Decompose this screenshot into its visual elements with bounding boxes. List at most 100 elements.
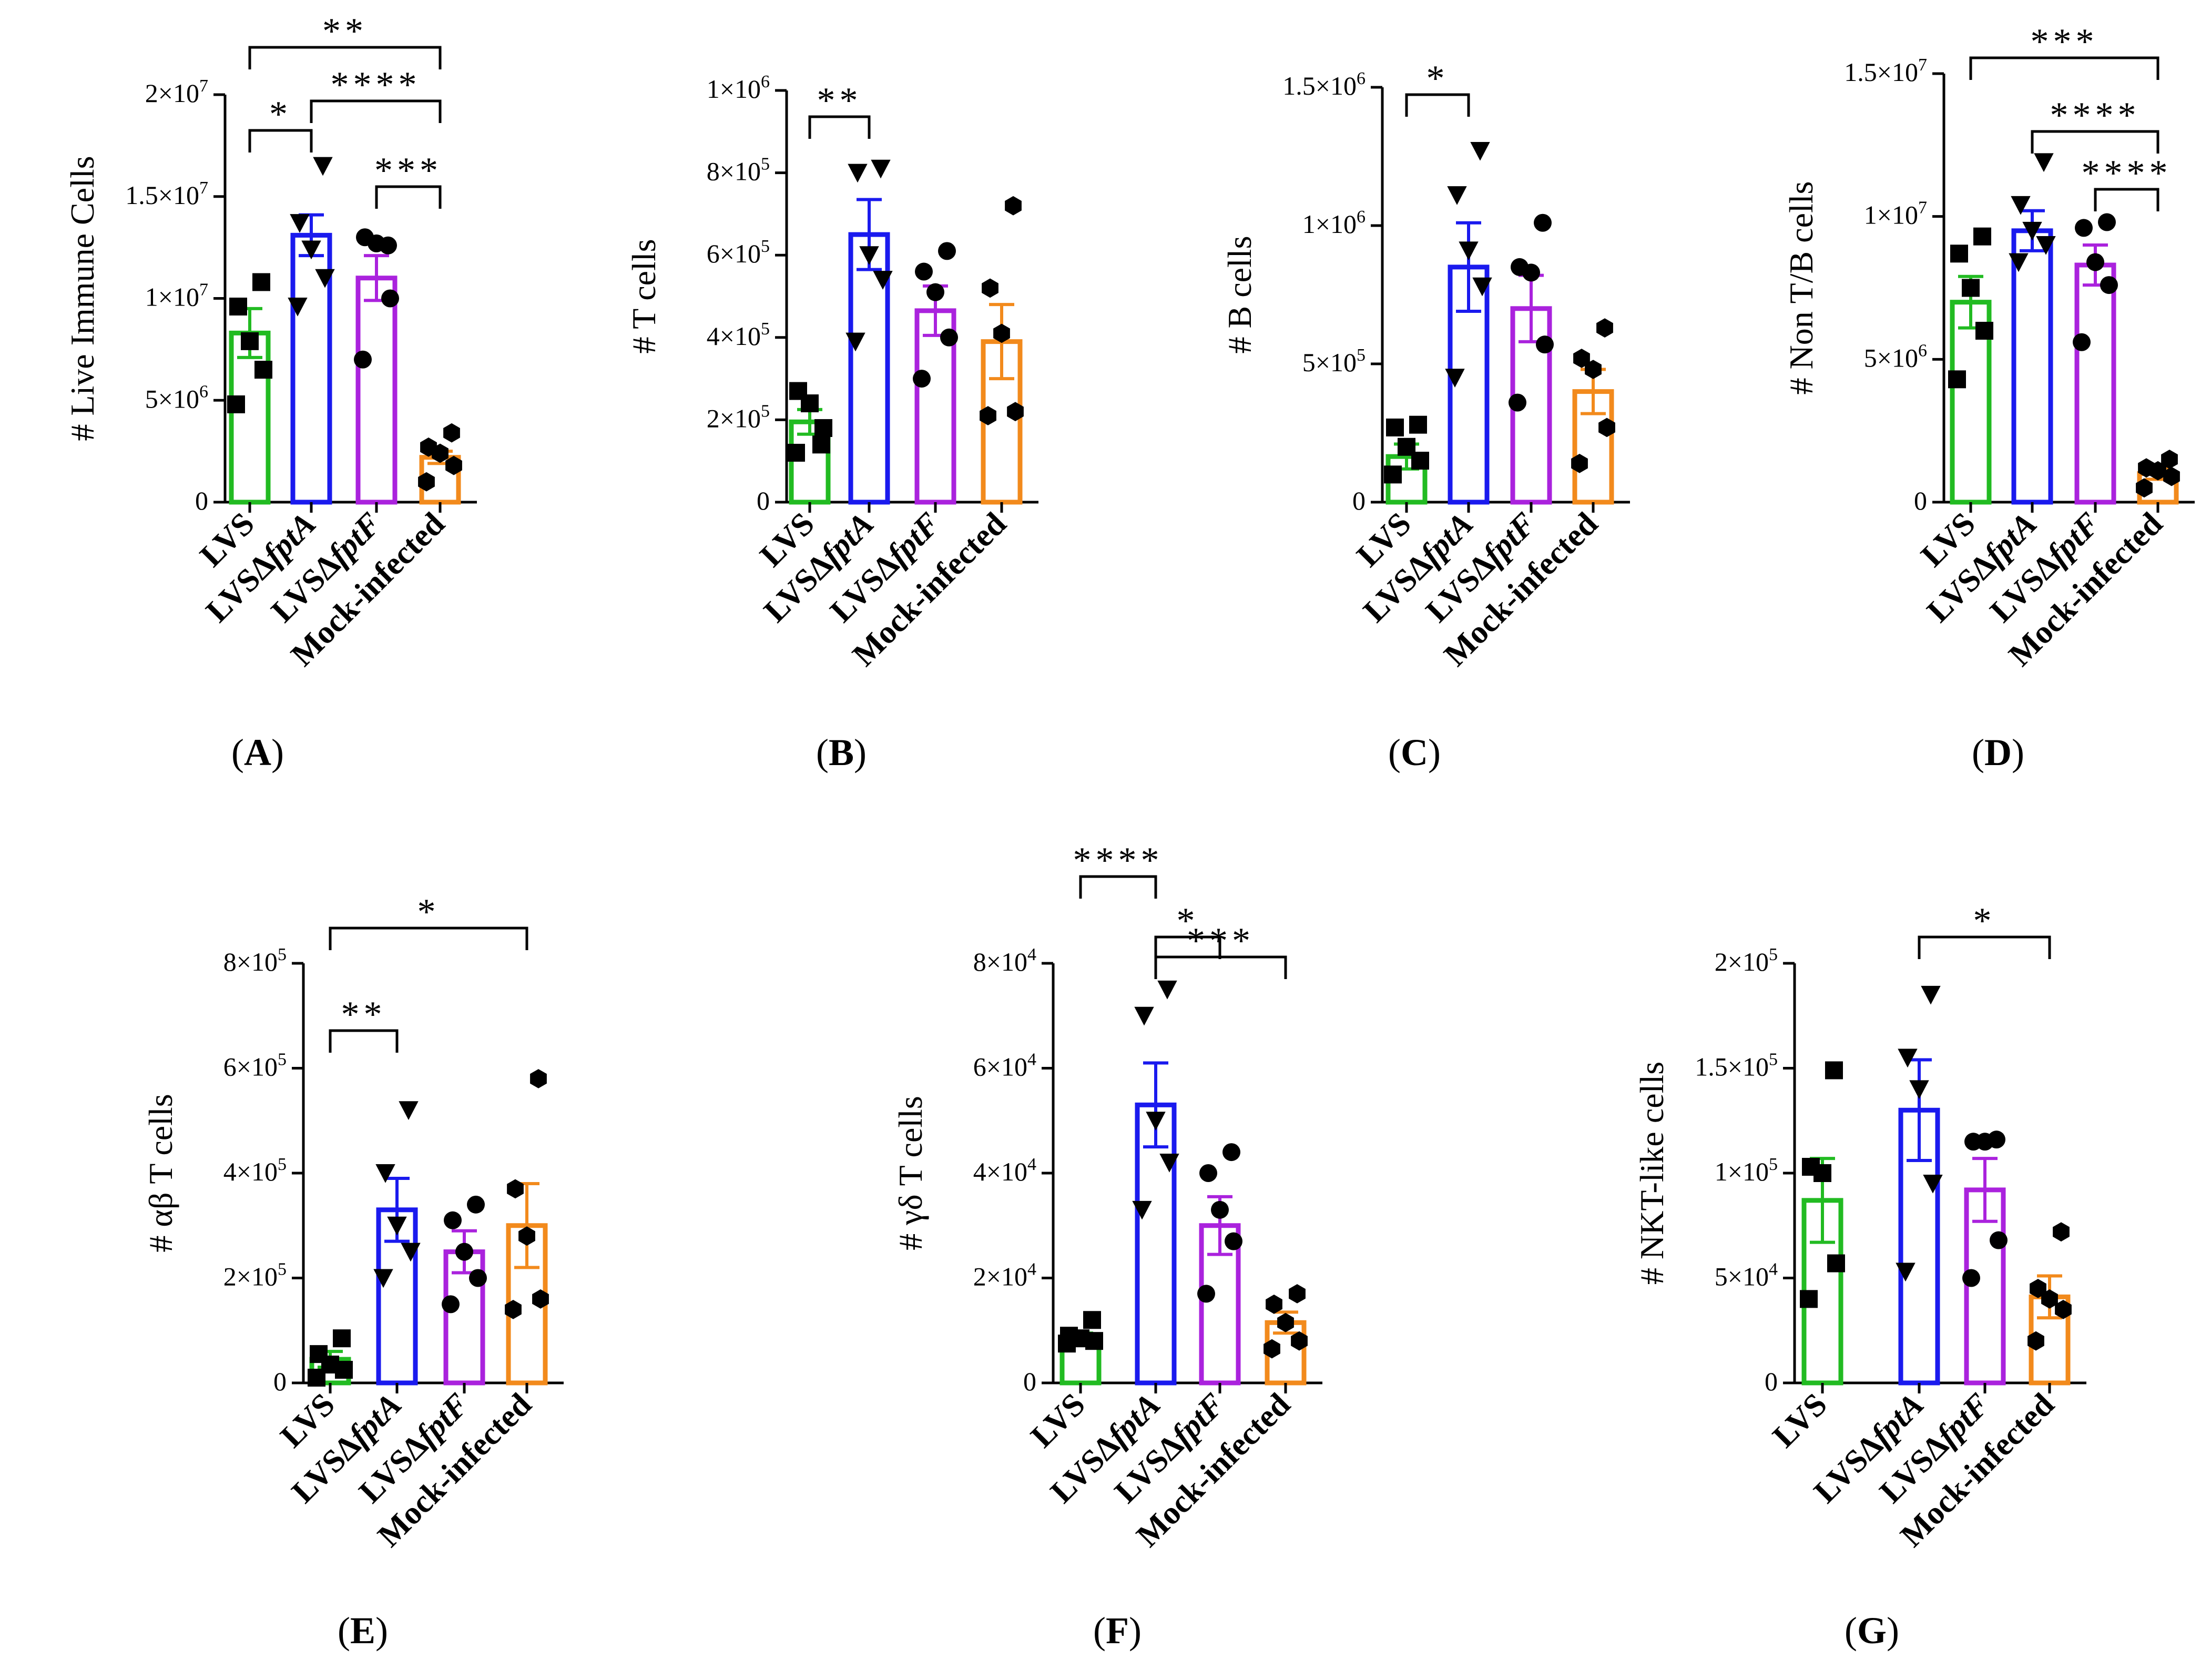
data-point bbox=[1211, 1200, 1229, 1219]
data-point bbox=[313, 157, 333, 176]
data-point bbox=[1007, 402, 1024, 422]
significance-bracket bbox=[329, 926, 528, 950]
panel-a: 0 5×106 1×107 1.5×107 2×107 # Live Immune Cel… bbox=[64, 11, 477, 773]
data-point bbox=[301, 240, 321, 260]
data-point bbox=[356, 228, 374, 247]
data-point bbox=[1384, 465, 1402, 484]
y-tick-label: 0 bbox=[1023, 1367, 1036, 1396]
x-tick-label: LVS bbox=[1766, 1387, 1834, 1454]
data-point bbox=[1827, 1254, 1845, 1272]
data-point bbox=[310, 1345, 328, 1363]
significance-label: **** bbox=[2050, 95, 2141, 136]
data-point bbox=[2098, 213, 2116, 231]
panel-label: (E) bbox=[338, 1610, 388, 1652]
data-point bbox=[1398, 437, 1415, 456]
data-point bbox=[375, 1164, 395, 1183]
significance-bracket bbox=[329, 1029, 399, 1053]
data-point bbox=[1199, 1164, 1217, 1182]
data-point bbox=[1950, 245, 1968, 263]
data-point bbox=[1291, 1331, 1308, 1351]
data-point bbox=[445, 455, 462, 475]
data-point bbox=[420, 437, 437, 457]
data-point bbox=[1470, 141, 1490, 161]
significance-label: * bbox=[1177, 901, 1199, 941]
data-point bbox=[812, 435, 830, 454]
data-point bbox=[789, 382, 807, 400]
data-point bbox=[1596, 318, 1613, 338]
data-point bbox=[1157, 980, 1177, 1000]
data-point bbox=[1222, 1143, 1240, 1162]
y-tick-label: 8×105 bbox=[707, 155, 770, 186]
y-axis-label: # Live Immune Cells bbox=[64, 156, 101, 441]
y-tick-label: 8×104 bbox=[973, 945, 1036, 976]
significance-bracket bbox=[1918, 935, 2051, 959]
data-point bbox=[926, 283, 944, 301]
data-point bbox=[418, 472, 435, 492]
data-point bbox=[1225, 1232, 1242, 1250]
data-point bbox=[1409, 415, 1427, 434]
y-tick-label: 1×106 bbox=[707, 72, 770, 104]
data-point bbox=[1923, 1174, 1943, 1194]
significance-label: *** bbox=[2031, 22, 2098, 62]
data-point bbox=[1800, 1290, 1818, 1308]
data-point bbox=[1472, 277, 1492, 297]
significance-label: **** bbox=[2082, 153, 2172, 194]
data-point bbox=[290, 214, 310, 233]
data-point bbox=[530, 1069, 547, 1088]
y-axis-label: # B cells bbox=[1221, 236, 1258, 354]
data-point bbox=[993, 323, 1010, 343]
significance-label: ** bbox=[322, 11, 368, 52]
y-tick-label: 1.5×107 bbox=[125, 178, 208, 210]
data-point bbox=[859, 246, 879, 265]
data-point bbox=[2041, 1289, 2058, 1309]
y-tick-label: 5×105 bbox=[1302, 345, 1366, 377]
panel-label: (D) bbox=[1972, 731, 2024, 773]
y-tick-label: 0 bbox=[273, 1367, 287, 1396]
significance-label: **** bbox=[331, 65, 421, 105]
data-point bbox=[1825, 1061, 1843, 1080]
data-point bbox=[2163, 466, 2180, 486]
data-point bbox=[2138, 458, 2155, 478]
significance-label: *** bbox=[374, 150, 442, 191]
significance-bracket bbox=[2094, 188, 2159, 211]
data-point bbox=[315, 269, 335, 288]
bar-lvsdfpta bbox=[2011, 228, 2053, 505]
data-point bbox=[1962, 279, 1980, 297]
y-tick-label: 5×104 bbox=[1715, 1260, 1778, 1291]
y-tick-label: 1×105 bbox=[1715, 1155, 1778, 1186]
y-tick-label: 5×106 bbox=[1864, 341, 1927, 372]
data-point bbox=[845, 332, 865, 352]
y-axis-label: # T cells bbox=[625, 239, 663, 353]
data-point bbox=[1459, 241, 1479, 261]
y-tick-label: 0 bbox=[1765, 1367, 1778, 1396]
data-point bbox=[1896, 1262, 1915, 1282]
y-tick-label: 1×106 bbox=[1302, 207, 1366, 239]
data-point bbox=[1132, 1200, 1152, 1220]
data-point bbox=[1159, 1154, 1179, 1173]
y-axis-label: # αβ T cells bbox=[142, 1094, 179, 1252]
panel-label: (B) bbox=[816, 731, 867, 773]
data-point bbox=[2011, 196, 2031, 215]
data-point bbox=[2027, 1331, 2044, 1351]
y-tick-label: 2×105 bbox=[707, 401, 770, 433]
significance-label: * bbox=[1973, 901, 1996, 941]
data-point bbox=[915, 262, 933, 281]
y-axis-label: # Non T/B cells bbox=[1782, 181, 1820, 395]
significance-bracket bbox=[1969, 56, 2159, 80]
data-point bbox=[507, 1179, 524, 1199]
data-point bbox=[1447, 186, 1467, 205]
y-tick-label: 0 bbox=[757, 486, 770, 515]
data-point bbox=[387, 1216, 407, 1236]
x-tick-label: LVS bbox=[1024, 1387, 1092, 1454]
data-point bbox=[1197, 1285, 1215, 1303]
data-point bbox=[940, 328, 958, 347]
significance-bracket bbox=[375, 185, 442, 209]
data-point bbox=[1975, 322, 1993, 340]
y-tick-label: 0 bbox=[1914, 486, 1927, 515]
significance-bracket bbox=[2031, 130, 2159, 154]
data-point bbox=[1598, 418, 1615, 437]
significance-bracket bbox=[310, 99, 442, 123]
significance-label: * bbox=[417, 892, 440, 932]
data-point bbox=[1964, 1133, 1982, 1151]
